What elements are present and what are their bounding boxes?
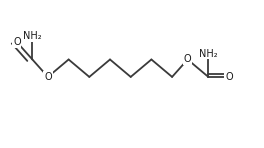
Text: O: O: [13, 37, 21, 47]
Text: NH₂: NH₂: [23, 31, 42, 41]
Text: O: O: [184, 54, 191, 65]
Text: NH₂: NH₂: [199, 49, 218, 59]
Text: O: O: [44, 72, 52, 82]
Text: O: O: [225, 72, 233, 82]
